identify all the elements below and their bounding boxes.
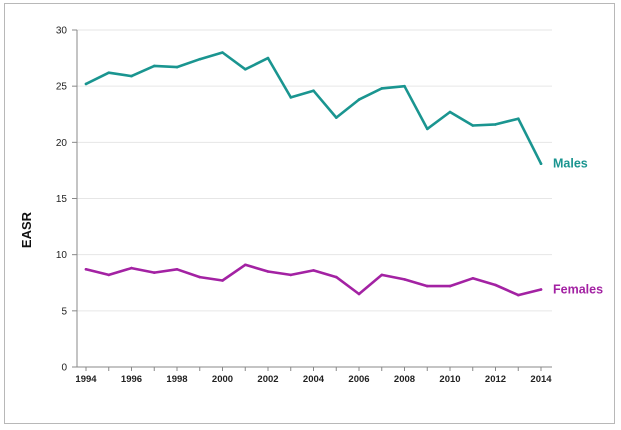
y-tick-label: 30 xyxy=(56,26,68,37)
data-point-females xyxy=(153,271,156,274)
data-point-females xyxy=(175,268,179,271)
x-tick-label: 2002 xyxy=(257,374,278,385)
data-point-males xyxy=(107,71,111,74)
data-point-males xyxy=(198,57,202,61)
y-tick-label: 25 xyxy=(56,82,68,93)
data-point-males xyxy=(448,110,452,114)
data-point-males xyxy=(471,124,475,127)
data-point-males xyxy=(426,127,429,131)
data-point-females xyxy=(517,293,520,297)
data-point-males xyxy=(221,51,224,54)
data-point-females xyxy=(198,275,202,279)
data-point-females xyxy=(494,283,497,287)
data-point-males xyxy=(539,162,543,165)
data-point-males xyxy=(153,64,156,68)
data-point-males xyxy=(289,96,293,99)
x-tick-label: 2000 xyxy=(212,374,233,385)
data-point-females xyxy=(221,279,224,282)
data-point-males xyxy=(403,84,406,88)
data-point-females xyxy=(244,263,247,267)
x-tick-label: 1996 xyxy=(121,374,142,385)
data-point-males xyxy=(312,89,315,92)
x-tick-label: 2014 xyxy=(530,374,552,385)
series-lines xyxy=(84,51,543,297)
data-point-females xyxy=(539,288,543,291)
series-labels: Males Females xyxy=(553,157,603,297)
data-point-females xyxy=(107,273,111,277)
y-tick-label: 15 xyxy=(56,194,68,205)
y-tick-label: 20 xyxy=(56,138,68,149)
data-point-males xyxy=(380,87,384,90)
data-point-females xyxy=(130,266,133,270)
x-tick-label: 2006 xyxy=(348,374,369,385)
data-point-females xyxy=(335,275,338,279)
series-label-males: Males xyxy=(553,157,588,171)
data-point-females xyxy=(84,268,88,271)
data-point-females xyxy=(448,284,452,288)
y-axis-title: EASR xyxy=(19,211,34,248)
x-tick-label: 1998 xyxy=(166,374,187,385)
data-point-males xyxy=(175,65,179,69)
data-point-females xyxy=(312,269,315,272)
y-tick-label: 0 xyxy=(61,363,67,374)
data-point-females xyxy=(380,273,384,277)
x-tick-label: 2008 xyxy=(394,374,415,385)
x-tick-label: 1994 xyxy=(75,374,97,385)
data-point-males xyxy=(130,74,133,78)
x-tick-label: 2010 xyxy=(439,374,460,385)
data-point-females xyxy=(471,277,475,280)
data-point-males xyxy=(266,56,270,60)
data-point-females xyxy=(289,273,293,277)
data-point-females xyxy=(426,284,429,288)
data-point-males xyxy=(494,123,497,126)
gridlines xyxy=(77,29,552,312)
y-tick-label: 5 xyxy=(61,306,67,317)
y-tick-label: 10 xyxy=(56,250,68,261)
data-point-males xyxy=(335,116,338,119)
data-point-females xyxy=(357,292,361,296)
series-label-females: Females xyxy=(553,282,603,296)
x-tick-label: 2012 xyxy=(485,374,506,385)
data-point-males xyxy=(84,82,88,86)
data-point-females xyxy=(266,270,270,273)
data-point-males xyxy=(357,98,361,101)
axes: 0 5 10 15 20 25 30 1994 1996 1998 2000 2002 2004 2006… xyxy=(56,26,552,386)
data-point-males xyxy=(517,117,520,120)
series-line-males xyxy=(84,51,543,165)
data-point-females xyxy=(403,278,406,281)
data-point-males xyxy=(244,68,247,71)
x-tick-label: 2004 xyxy=(303,374,325,385)
